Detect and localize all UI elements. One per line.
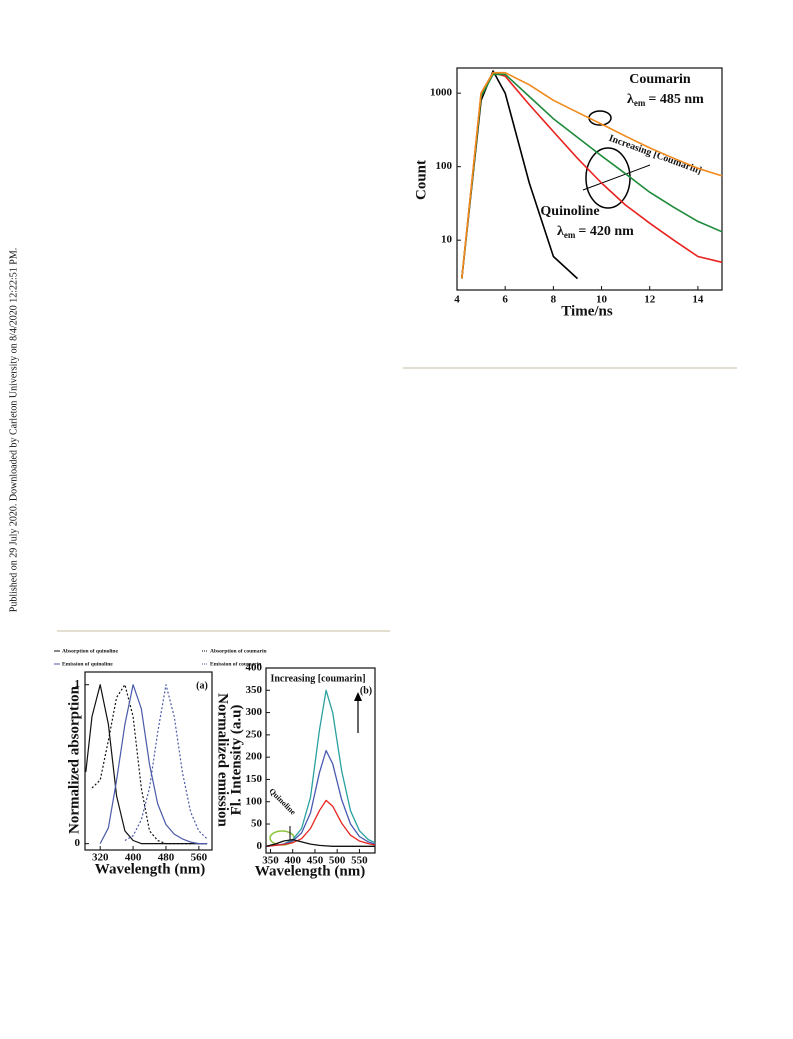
data-line bbox=[85, 684, 208, 845]
x-tick-label: 320 bbox=[92, 852, 109, 864]
panel-label: (b) bbox=[360, 685, 372, 696]
annotation: λem = 420 nm bbox=[557, 224, 634, 240]
annotation: Coumarin bbox=[629, 72, 691, 87]
x-tick-label: 6 bbox=[502, 294, 508, 306]
y-tick-label: 1000 bbox=[430, 87, 453, 99]
x-tick-label: 10 bbox=[596, 294, 608, 306]
y-tick-label: 1 bbox=[75, 678, 81, 690]
legend-label: Emission of quinoline bbox=[62, 661, 113, 667]
panel-label: (a) bbox=[196, 680, 208, 691]
y-tick-label: 150 bbox=[246, 773, 263, 785]
x-tick-label: 4 bbox=[454, 294, 460, 306]
y-tick-label: 400 bbox=[246, 662, 263, 674]
subscript: em bbox=[564, 230, 576, 240]
plot-frame bbox=[456, 67, 723, 291]
x-tick-label: 14 bbox=[692, 294, 704, 306]
x-axis-label: Wavelength (nm) bbox=[95, 861, 205, 877]
y-tick-label: 0 bbox=[75, 837, 81, 849]
x-tick-label: 500 bbox=[329, 855, 346, 867]
annotation: λem = 485 nm bbox=[627, 92, 704, 108]
legend-label: Absorption of quinoline bbox=[62, 648, 118, 654]
arrow-head bbox=[354, 692, 362, 701]
x-tick-label: 8 bbox=[551, 294, 557, 306]
x-axis-label: Time/ns bbox=[561, 303, 613, 319]
data-line bbox=[124, 684, 208, 842]
annotation-text: = 420 nm bbox=[578, 224, 634, 239]
y-tick-label: 10 bbox=[441, 234, 453, 246]
data-line bbox=[461, 70, 579, 280]
subscript: em bbox=[634, 98, 646, 108]
side-note: Published on 29 July 2020. Downloaded by… bbox=[8, 248, 19, 612]
symbol: λ bbox=[557, 224, 564, 239]
data-line bbox=[461, 73, 723, 279]
data-line bbox=[461, 71, 723, 279]
y-tick-label: 50 bbox=[251, 818, 263, 830]
annotation: Quinoline bbox=[540, 204, 599, 219]
plot-frame bbox=[265, 667, 376, 854]
annotation-text: = 485 nm bbox=[648, 92, 704, 107]
y-axis-label: Count bbox=[413, 160, 429, 200]
y-tick-label: 300 bbox=[246, 706, 263, 718]
data-line bbox=[265, 799, 376, 847]
x-tick-label: 450 bbox=[307, 855, 324, 867]
y-axis-label: Normalized absorption bbox=[66, 685, 82, 834]
legend-label: Emission of coumarin bbox=[210, 661, 261, 667]
x-tick-label: 550 bbox=[351, 855, 368, 867]
highlight-ellipse bbox=[585, 147, 631, 209]
x-tick-label: 400 bbox=[125, 852, 142, 864]
y-tick-label: 100 bbox=[246, 795, 263, 807]
data-line bbox=[99, 684, 208, 845]
x-tick-label: 480 bbox=[158, 852, 175, 864]
legend-label: Absorption of coumarin bbox=[210, 648, 267, 654]
x-tick-label: 560 bbox=[191, 852, 208, 864]
x-tick-label: 350 bbox=[262, 855, 279, 867]
plot-frame bbox=[84, 671, 213, 851]
y-tick-label: 100 bbox=[436, 160, 453, 172]
data-line bbox=[265, 838, 375, 847]
x-tick-label: 12 bbox=[644, 294, 656, 306]
y-tick-label: 200 bbox=[246, 751, 263, 763]
symbol: λ bbox=[627, 92, 634, 107]
annotation: Increasing [coumarin] bbox=[270, 673, 365, 684]
y2-axis-label: Normalized emission bbox=[215, 693, 231, 827]
y-tick-label: 0 bbox=[257, 840, 263, 852]
annotation: Quinoline bbox=[267, 786, 298, 817]
arrow bbox=[582, 164, 651, 191]
y-axis-label: Fl. Intensity (a.u) bbox=[228, 705, 244, 816]
x-axis-label: Wavelength (nm) bbox=[255, 863, 365, 879]
y-tick-label: 350 bbox=[246, 684, 263, 696]
x-tick-label: 400 bbox=[284, 855, 301, 867]
y-tick-label: 250 bbox=[246, 728, 263, 740]
